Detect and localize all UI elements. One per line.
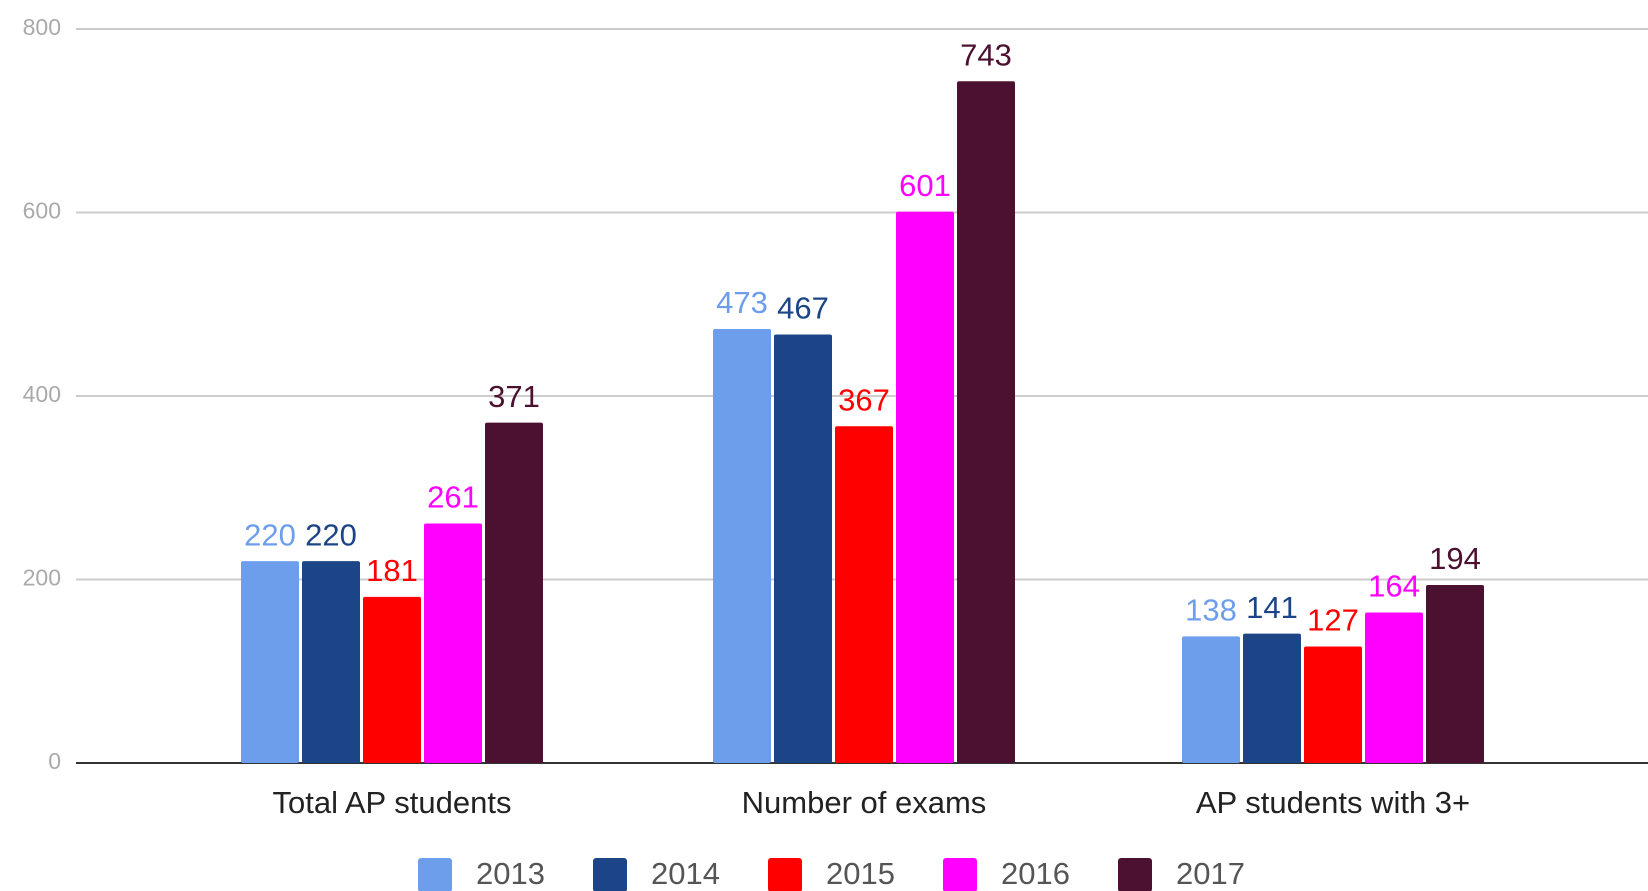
y-tick-label: 600: [23, 198, 61, 224]
data-label: 127: [1307, 603, 1359, 638]
bar: [957, 81, 1015, 764]
x-tick-label: Number of exams: [742, 785, 987, 820]
y-tick-label: 400: [23, 381, 61, 407]
data-label: 743: [960, 37, 1012, 72]
data-label: 220: [244, 517, 296, 552]
data-label: 164: [1368, 569, 1420, 604]
legend-label: 2015: [826, 856, 895, 891]
legend-swatch: [943, 858, 977, 891]
bar: [835, 426, 893, 763]
data-label: 473: [716, 285, 768, 320]
bar: [774, 334, 832, 763]
bar: [424, 523, 482, 763]
x-tick-label: AP students with 3+: [1196, 785, 1470, 820]
legend-swatch: [1118, 858, 1152, 891]
legend-label: 2013: [476, 856, 545, 891]
y-tick-label: 200: [23, 565, 61, 591]
data-label: 367: [838, 382, 890, 417]
bar: [1304, 646, 1362, 763]
bar: [363, 596, 421, 763]
y-tick-label: 800: [23, 14, 61, 40]
legend-swatch: [418, 858, 452, 891]
bar: [1365, 612, 1423, 763]
legend-label: 2016: [1001, 856, 1070, 891]
bar: [302, 561, 360, 763]
legend-swatch: [768, 858, 802, 891]
x-tick-label: Total AP students: [273, 785, 512, 820]
legend-label: 2017: [1176, 856, 1245, 891]
data-label: 141: [1246, 590, 1298, 625]
data-label: 601: [899, 168, 951, 203]
y-tick-label: 0: [48, 748, 61, 774]
legend-label: 2014: [651, 856, 720, 891]
bar: [896, 211, 954, 763]
data-label: 261: [427, 480, 479, 515]
bar: [1426, 585, 1484, 763]
data-label: 181: [366, 553, 418, 588]
data-label: 138: [1185, 593, 1237, 628]
legend-swatch: [593, 858, 627, 891]
bar: [713, 329, 771, 763]
data-label: 371: [488, 379, 540, 414]
bar: [1182, 636, 1240, 763]
bar: [241, 561, 299, 763]
bar: [1243, 633, 1301, 763]
data-label: 467: [777, 291, 829, 326]
data-label: 220: [305, 517, 357, 552]
data-label: 194: [1429, 541, 1481, 576]
bar: [485, 422, 543, 763]
